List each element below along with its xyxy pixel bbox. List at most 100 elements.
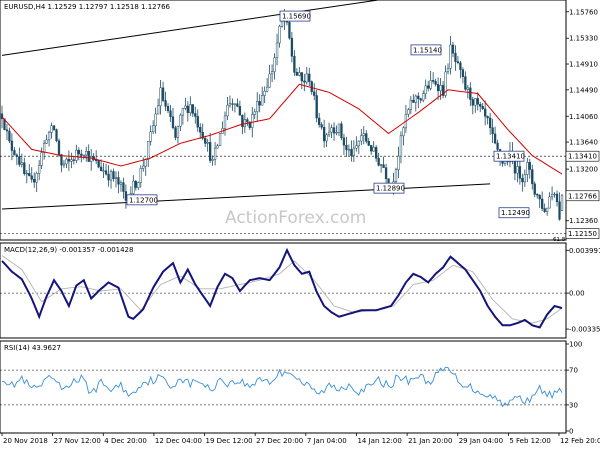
rsi-tick-label: 0 <box>569 428 573 436</box>
watermark: ActionForex.com <box>225 208 366 228</box>
trendline <box>1 183 491 210</box>
candle-body <box>159 87 162 107</box>
candle-body <box>70 159 73 162</box>
candle-body <box>149 131 152 142</box>
candle-body <box>394 169 398 182</box>
candle-body <box>476 98 479 105</box>
candle-body <box>236 103 239 107</box>
candle-body <box>85 150 88 156</box>
candle-body <box>360 135 363 142</box>
candle-body <box>194 113 197 117</box>
candle-body <box>464 76 467 90</box>
candle-body <box>112 171 115 179</box>
time-tick-label: 21 Jan 20:00 <box>408 437 452 445</box>
price-tick-label: 1.13200 <box>569 166 598 174</box>
candle-body <box>8 130 11 142</box>
macd-line <box>1 247 563 329</box>
candle-body <box>469 87 472 100</box>
candle-body <box>191 104 194 114</box>
candle-body <box>491 127 494 135</box>
candle-body <box>310 81 313 92</box>
price-tick-label: 1.14060 <box>569 113 598 121</box>
candle-body <box>144 159 147 167</box>
candle-body <box>432 80 435 82</box>
candle-body <box>548 196 551 209</box>
candle-body <box>355 145 358 149</box>
price-tag-box <box>565 228 600 239</box>
candle-body <box>189 104 192 113</box>
candle-body <box>523 174 526 183</box>
candle-body <box>493 133 497 144</box>
candle-body <box>122 182 125 192</box>
candle-body <box>208 142 212 161</box>
candle-body <box>55 129 58 142</box>
candle-body <box>409 99 412 110</box>
candle-body <box>375 147 378 159</box>
time-tick-label: 5 Feb 12:00 <box>509 437 550 445</box>
candle-body <box>303 80 306 83</box>
candle-body <box>134 180 137 188</box>
candle-body <box>275 42 279 58</box>
candle-body <box>270 71 274 75</box>
candle-body <box>352 147 356 156</box>
candle-body <box>419 98 422 101</box>
candle-body <box>204 138 207 144</box>
candle-body <box>461 69 465 77</box>
level-label: 1.13410 <box>496 153 525 161</box>
candle-body <box>474 98 477 106</box>
candle-body <box>184 105 187 109</box>
candle-body <box>238 106 242 116</box>
candle-body <box>60 154 63 166</box>
price-panel-header: EURUSD,H4 1.12529 1.12797 1.12518 1.1276… <box>4 3 171 11</box>
candle-body <box>30 175 33 180</box>
candle-body <box>367 141 370 146</box>
candle-body <box>166 105 170 112</box>
rsi-panel <box>0 340 567 434</box>
candle-body <box>479 104 482 107</box>
price-tick-label: 1.14910 <box>569 61 598 69</box>
candle-body <box>399 135 403 157</box>
macd-signal-line <box>1 255 563 324</box>
candle-body <box>40 152 43 166</box>
candle-body <box>233 103 237 105</box>
time-tick-label: 12 Feb 20:00 <box>560 437 600 445</box>
candle-body <box>248 121 251 128</box>
candle-body <box>0 113 4 120</box>
candle-body <box>558 201 561 220</box>
candle-body <box>327 131 331 136</box>
rsi-tick-label: 30 <box>569 401 578 409</box>
candle-body <box>139 168 142 183</box>
time-tick-label: 20 Nov 2018 <box>3 437 48 445</box>
candle-body <box>335 131 338 134</box>
candle-body <box>357 140 360 147</box>
candle-body <box>161 87 165 101</box>
candle-body <box>241 114 244 128</box>
candle-body <box>82 154 85 157</box>
candle-body <box>156 105 160 115</box>
candle-body <box>427 85 430 89</box>
level-label: 1.15140 <box>413 46 442 54</box>
candle-body <box>119 182 123 185</box>
macd-tick-label: -0.003352 <box>569 326 600 334</box>
candle-body <box>107 173 110 181</box>
price-tick-label: 1.12360 <box>569 217 598 225</box>
candle-body <box>313 91 316 96</box>
candle-body <box>52 125 56 130</box>
price-tag-box <box>565 150 600 162</box>
candle-body <box>340 123 343 139</box>
candle-body <box>516 166 519 174</box>
candle-body <box>253 111 256 115</box>
candle-body <box>342 137 346 146</box>
price-tick-label: 1.14490 <box>569 86 598 94</box>
candle-body <box>13 150 16 156</box>
time-tick-label: 27 Nov 12:00 <box>54 437 101 445</box>
candle-body <box>104 170 108 175</box>
candle-body <box>290 37 294 57</box>
candle-body <box>196 116 199 128</box>
candle-body <box>223 115 227 129</box>
level-label-box <box>498 207 530 219</box>
candle-body <box>518 166 522 179</box>
time-tick-label: 7 Jan 04:00 <box>307 437 347 445</box>
time-tick-label: 19 Dec 12:00 <box>206 437 253 445</box>
candle-body <box>3 118 6 130</box>
